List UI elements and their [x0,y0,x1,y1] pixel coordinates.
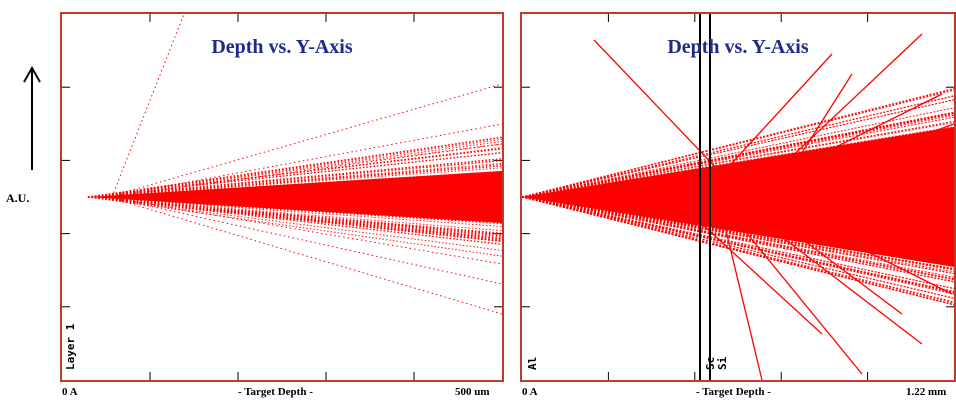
chart-title-right: Depth vs. Y-Axis [667,36,809,58]
x-min-label-left: 0 A [62,386,78,398]
trajectory [522,120,954,198]
trajectory [751,33,923,195]
trajectory [107,196,502,315]
y-axis-label: A.U. [6,191,30,205]
trajectory-core [88,171,502,223]
trajectory [821,93,943,155]
layer-label-al: Al [526,356,539,370]
trajectory [107,83,502,198]
trajectory [821,153,943,205]
trajectories [87,14,502,315]
trajectory [522,107,954,198]
trajectory [522,196,954,275]
trajectory [87,165,502,198]
trajectory [522,196,954,271]
trajectory [87,163,502,198]
trajectory [522,122,954,198]
trajectory [87,196,502,241]
x-max-label-right: 1.22 mm [906,386,947,398]
trajectory [87,196,502,240]
trajectory [701,223,823,335]
trajectory [107,196,502,265]
trajectory [522,196,954,270]
trajectory [111,14,185,198]
trajectory [781,73,853,185]
trajectory [87,196,502,225]
trajectory [87,151,502,198]
trajectory [107,123,502,198]
trajectory [87,196,502,232]
trajectory [522,196,954,293]
trajectory [781,223,903,315]
trajectory [87,196,502,228]
trajectory [87,162,502,198]
trajectory [751,213,923,345]
trajectory [593,39,723,175]
trajectory [87,167,502,198]
chart-panel-left: Depth vs. Y-Axis [60,12,504,382]
trajectory [721,53,833,175]
trajectory [87,143,502,198]
trajectory [771,203,953,295]
trajectory [726,208,863,375]
trajectory [107,143,502,198]
x-min-label-right: 0 A [522,386,538,398]
layer-label-si: Si [716,356,729,370]
trajectory [87,196,502,242]
trajectory [522,196,954,304]
up-arrow-icon [23,65,41,170]
trajectory-plot-left [62,14,502,380]
x-axis-label-left: - Target Depth - [238,386,313,398]
trajectory [522,99,954,198]
trajectory [721,213,763,380]
trajectory [87,196,502,238]
trajectory [522,196,954,290]
trajectory [87,196,502,237]
trajectory [87,148,502,198]
trajectory [522,95,954,198]
trajectory [87,147,502,198]
trajectory [87,196,502,251]
chart-title-left: Depth vs. Y-Axis [211,36,353,58]
trajectory [87,196,502,235]
trajectories [522,33,954,380]
trajectory [522,88,954,198]
chart-panel-right: Depth vs. Y-Axis [520,12,956,382]
x-max-label-left: 500 um [455,386,490,398]
x-axis-label-right: - Target Depth - [696,386,771,398]
trajectory-plot-right [522,14,954,380]
trajectory [841,123,954,165]
trajectory [87,159,502,198]
layer-label-1: Layer 1 [64,323,77,370]
trajectory [87,196,502,246]
trajectory [522,126,954,198]
trajectory [522,196,954,299]
trajectory [801,213,953,245]
trajectory [87,158,502,198]
